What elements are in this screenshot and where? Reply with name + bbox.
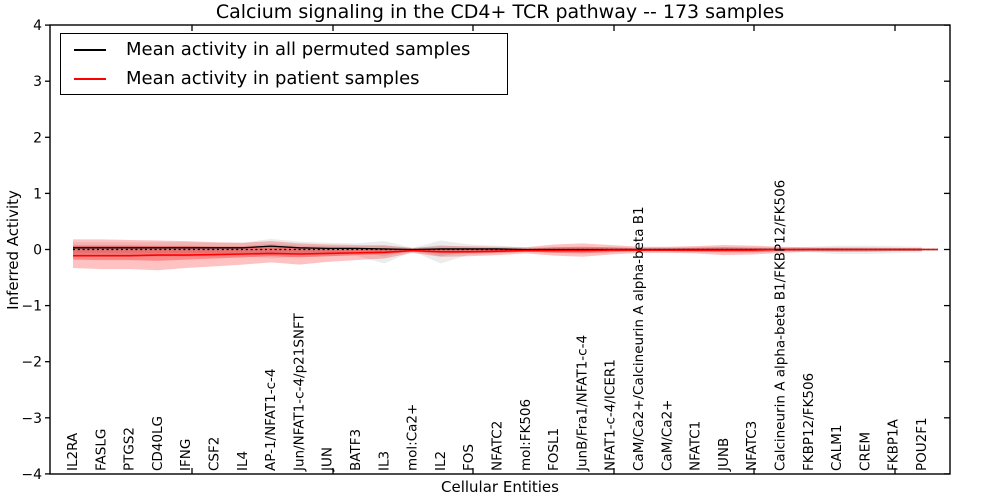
- legend-label-patient: Mean activity in patient samples: [126, 68, 420, 89]
- x-entity-label: IFNG: [178, 439, 194, 471]
- x-entity-label: FOS: [461, 444, 477, 471]
- patient-mean-line: [73, 248, 938, 257]
- x-entity-label: FKBP1A: [886, 418, 902, 471]
- x-entity-label: FOSL1: [546, 428, 562, 471]
- x-entity-label: CSF2: [207, 437, 223, 471]
- x-entity-label: mol:FK506: [518, 399, 534, 471]
- x-entity-label: BATF3: [348, 429, 364, 471]
- x-entity-label: POU2F1: [914, 417, 930, 471]
- x-entity-label: IL2: [433, 451, 449, 471]
- x-entity-label: IL4: [235, 451, 251, 471]
- x-entity-label: FASLG: [93, 429, 109, 471]
- legend-entry-patient: Mean activity in patient samples: [61, 64, 507, 93]
- permuted-line-swatch: [74, 48, 106, 51]
- y-tick-label: 4: [33, 18, 42, 34]
- x-entity-label: AP-1/NFAT1-c-4: [263, 369, 279, 472]
- x-entity-label: IL2RA: [65, 432, 81, 471]
- x-entity-label: NFATC1: [688, 421, 704, 471]
- y-tick-label: 2: [33, 130, 42, 146]
- y-tick-label: −2: [21, 355, 42, 371]
- y-tick-label: 3: [33, 74, 42, 90]
- y-tick-label: 1: [33, 186, 42, 202]
- x-entity-label: NFATC2: [490, 421, 506, 471]
- x-entity-label: CaM/Ca2+/Calcineurin A alpha-beta B1: [631, 206, 647, 471]
- legend: Mean activity in all permuted samples Me…: [60, 33, 508, 95]
- x-axis-title: Cellular Entities: [441, 478, 559, 496]
- x-entity-label: NFAT1-c-4/ICER1: [603, 359, 619, 471]
- x-entity-label: CREM: [857, 432, 873, 471]
- x-entity-label: FKBP12/FK506: [801, 373, 817, 471]
- y-tick-label: −4: [21, 467, 42, 483]
- patient-line-swatch: [74, 77, 106, 80]
- x-entity-label: CaM/Ca2+: [659, 400, 675, 472]
- x-entity-label: mol:Ca2+: [405, 404, 421, 471]
- x-entity-label: PTGS2: [122, 427, 138, 471]
- x-entity-label: CD40LG: [150, 416, 166, 471]
- x-entity-label: JUN: [320, 447, 336, 472]
- x-entity-label: IL3: [376, 451, 392, 471]
- legend-entry-permuted: Mean activity in all permuted samples: [61, 35, 507, 64]
- x-entity-label: Jun/NFAT1-c-4/p21SNFT: [291, 312, 307, 472]
- x-entity-label: Calcineurin A alpha-beta B1/FKBP12/FK506: [773, 180, 789, 471]
- y-tick-label: 0: [33, 243, 42, 259]
- x-entity-label: JunB/Fra1/NFAT1-c-4: [574, 335, 590, 472]
- x-entity-label: CALM1: [829, 425, 845, 471]
- chart-title: Calcium signaling in the CD4+ TCR pathwa…: [215, 1, 785, 23]
- legend-label-permuted: Mean activity in all permuted samples: [126, 39, 471, 60]
- y-tick-label: −1: [21, 299, 42, 315]
- y-tick-label: −3: [21, 411, 42, 427]
- x-entity-label: NFATC3: [744, 421, 760, 471]
- x-entity-label: JUNB: [716, 438, 732, 472]
